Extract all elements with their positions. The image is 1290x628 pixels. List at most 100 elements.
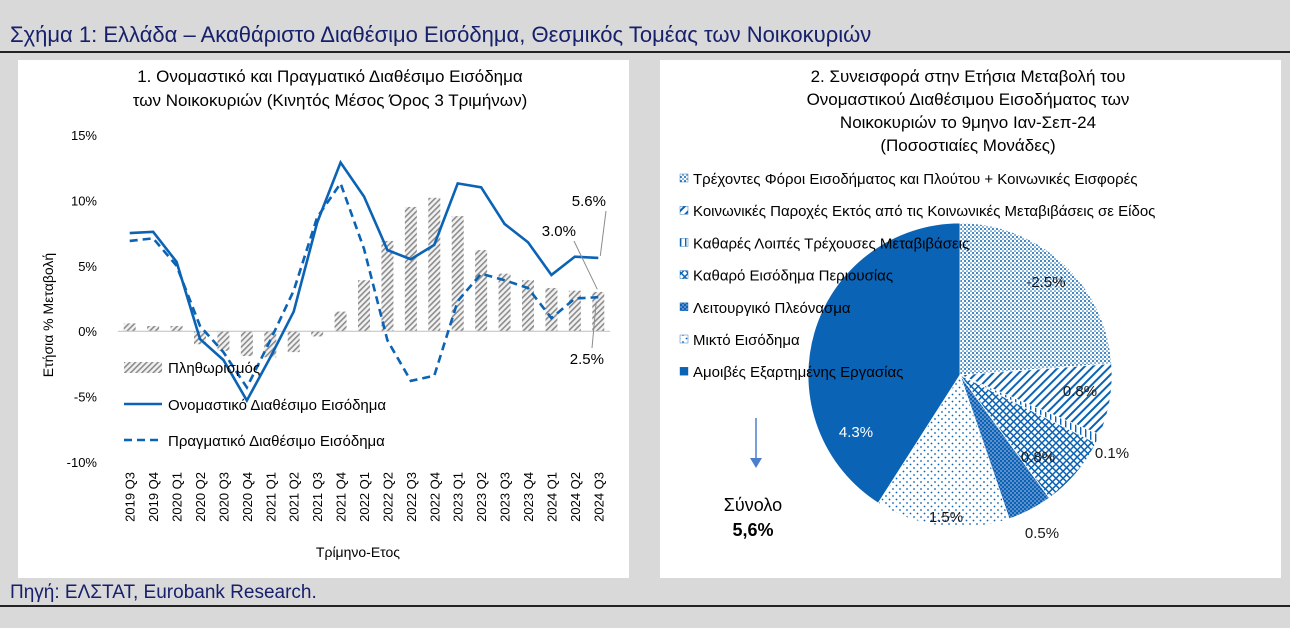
- pie-legend-label: Καθαρές Λοιπές Τρέχουσες Μεταβιβάσεις: [693, 235, 969, 252]
- pie-slice-label: 0.8%: [1021, 449, 1055, 466]
- x-tick-label: 2024 Q1: [544, 472, 559, 522]
- x-tick-label: 2024 Q2: [568, 472, 583, 522]
- pie-legend-label: Αμοιβές Εξαρτημένης Εργασίας: [693, 364, 903, 381]
- figure-title: Σχήμα 1: Ελλάδα – Ακαθάριστο Διαθέσιμο Ε…: [10, 22, 872, 47]
- inflation-bar: [592, 291, 605, 332]
- pie-slice-label: 0.8%: [1063, 383, 1097, 400]
- annotation-leader: [573, 240, 598, 290]
- chart-2-title-line-1: 2. Συνεισφορά στην Ετήσια Μεταβολή του: [811, 67, 1126, 86]
- inflation-bar: [404, 206, 417, 332]
- x-tick-label: 2021 Q4: [334, 472, 349, 522]
- inflation-bar: [170, 325, 183, 332]
- x-tick-label: 2023 Q1: [451, 472, 466, 522]
- total-label: Σύνολο: [724, 495, 782, 515]
- inflation-bar: [311, 331, 324, 337]
- x-tick-label: 2022 Q1: [357, 472, 372, 522]
- x-tick-label: 2022 Q4: [427, 472, 442, 522]
- inflation-bar: [287, 331, 300, 353]
- x-tick-label: 2020 Q4: [240, 472, 255, 522]
- pie-legend-label: Μικτό Εισόδημα: [693, 332, 800, 349]
- total-value: 5,6%: [732, 520, 773, 540]
- arrow-head-icon: [750, 458, 762, 468]
- chart-1-title-line-1: 1. Ονομαστικό και Πραγματικό Διαθέσιμο Ε…: [137, 67, 523, 86]
- inflation-bar: [358, 280, 370, 332]
- x-axis-label: Τρίμηνο-Ετος: [316, 544, 400, 560]
- pie-chart: 2. Συνεισφορά στην Ετήσια Μεταβολή του Ο…: [679, 67, 1155, 542]
- inflation-bar: [217, 331, 230, 351]
- pie-slice-label: -2.5%: [1026, 274, 1065, 291]
- pie-legend-swatch: [679, 367, 689, 376]
- inflation-bar: [334, 311, 347, 332]
- pie-legend-swatch: [679, 173, 689, 183]
- y-tick-label: 10%: [71, 193, 97, 208]
- pie-legend-swatch: [679, 302, 689, 312]
- y-axis-label: Ετήσια % Μεταβολή: [40, 253, 56, 377]
- chart-2-title-line-3: Νοικοκυριών το 9μηνο Ιαν-Σεπ-24: [840, 113, 1096, 132]
- legend-label-real: Πραγματικό Διαθέσιμο Εισόδημα: [168, 433, 385, 450]
- x-tick-label: 2023 Q2: [474, 472, 489, 522]
- pie-slice: [877, 374, 1010, 528]
- annotation-nominal-value: 5.6%: [572, 193, 606, 210]
- pie-legend-label: Τρέχοντες Φόροι Εισοδήματος και Πλούτου …: [693, 171, 1138, 188]
- pie-legend-label: Κοινωνικές Παροχές Εκτός από τις Κοινωνι…: [693, 203, 1155, 220]
- inflation-bar: [428, 197, 441, 332]
- x-tick-label: 2020 Q2: [193, 472, 208, 522]
- annotation-leader: [591, 301, 597, 349]
- pie-slice: [807, 222, 961, 504]
- top-rule: [0, 51, 1290, 53]
- x-tick-label: 2019 Q4: [146, 472, 161, 522]
- inflation-bar: [451, 216, 464, 332]
- chart-1-title-line-2: των Νοικοκυριών (Κινητός Μέσος Όρος 3 Τρ…: [133, 91, 527, 110]
- y-tick-label: -10%: [67, 455, 98, 470]
- inflation-bar: [381, 240, 394, 332]
- inflation-bar: [240, 331, 253, 357]
- pie-slice-label: 0.5%: [1025, 525, 1059, 542]
- legend-label-nominal: Ονομαστικό Διαθέσιμο Εισόδημα: [168, 397, 386, 414]
- y-tick-label: -5%: [74, 390, 98, 405]
- pie-chart-panel: 2. Συνεισφορά στην Ετήσια Μεταβολή του Ο…: [660, 60, 1281, 578]
- nominal-income-line: [129, 159, 599, 404]
- inflation-bar: [123, 323, 136, 332]
- annotation-real-value: 2.5%: [570, 351, 604, 368]
- pie-slice-label: 4.3%: [839, 424, 873, 441]
- pie-legend-swatch: [679, 238, 689, 247]
- pie-slice: [959, 222, 1113, 376]
- pie-slice-label: 0.1%: [1095, 445, 1129, 462]
- x-tick-label: 2021 Q2: [287, 472, 302, 522]
- x-tick-label: 2019 Q3: [123, 472, 138, 522]
- x-tick-label: 2023 Q4: [521, 472, 536, 522]
- chart-2-title-line-4: (Ποσοστιαίες Μονάδες): [880, 136, 1055, 155]
- chart-2-title-line-2: Ονομαστικού Διαθέσιμου Εισοδήματος των: [807, 90, 1130, 109]
- inflation-bar: [568, 290, 581, 332]
- x-tick-label: 2024 Q3: [591, 472, 606, 522]
- inflation-bar: [498, 273, 511, 332]
- pie-legend-swatch: [679, 334, 689, 344]
- x-tick-label: 2021 Q3: [310, 472, 325, 522]
- y-tick-label: 5%: [78, 259, 97, 274]
- pie-legend-label: Καθαρό Εισόδημα Περιουσίας: [693, 268, 893, 285]
- y-tick-label: 0%: [78, 324, 97, 339]
- inflation-bar: [545, 288, 558, 332]
- x-tick-label: 2023 Q3: [498, 472, 513, 522]
- line-bar-chart: 1. Ονομαστικό και Πραγματικό Διαθέσιμο Ε…: [40, 67, 610, 560]
- annotation-leader: [599, 210, 607, 257]
- source-note: Πηγή: ΕΛΣΤΑΤ, Eurobank Research.: [10, 582, 317, 603]
- x-tick-label: 2020 Q3: [216, 472, 231, 522]
- real-income-line: [129, 180, 599, 391]
- y-tick-label: 15%: [71, 128, 97, 143]
- inflation-bar: [522, 280, 534, 332]
- bottom-rule: [0, 605, 1290, 607]
- pie-legend-swatch: [679, 270, 689, 279]
- x-tick-label: 2020 Q1: [170, 472, 185, 522]
- x-tick-label: 2022 Q3: [404, 472, 419, 522]
- legend-label-inflation: Πληθωρισμός: [168, 360, 260, 377]
- pie-slice-label: 1.5%: [929, 509, 963, 526]
- line-chart-panel: 1. Ονομαστικό και Πραγματικό Διαθέσιμο Ε…: [18, 60, 629, 578]
- x-tick-label: 2021 Q1: [263, 472, 278, 522]
- inflation-bar: [147, 325, 160, 332]
- inflation-bar: [264, 331, 277, 358]
- pie-legend-label: Λειτουργικό Πλεόνασμα: [693, 300, 851, 317]
- annotation-inflation-value: 3.0%: [542, 223, 576, 240]
- legend-swatch-inflation: [124, 362, 162, 373]
- pie-legend-swatch: [679, 205, 689, 215]
